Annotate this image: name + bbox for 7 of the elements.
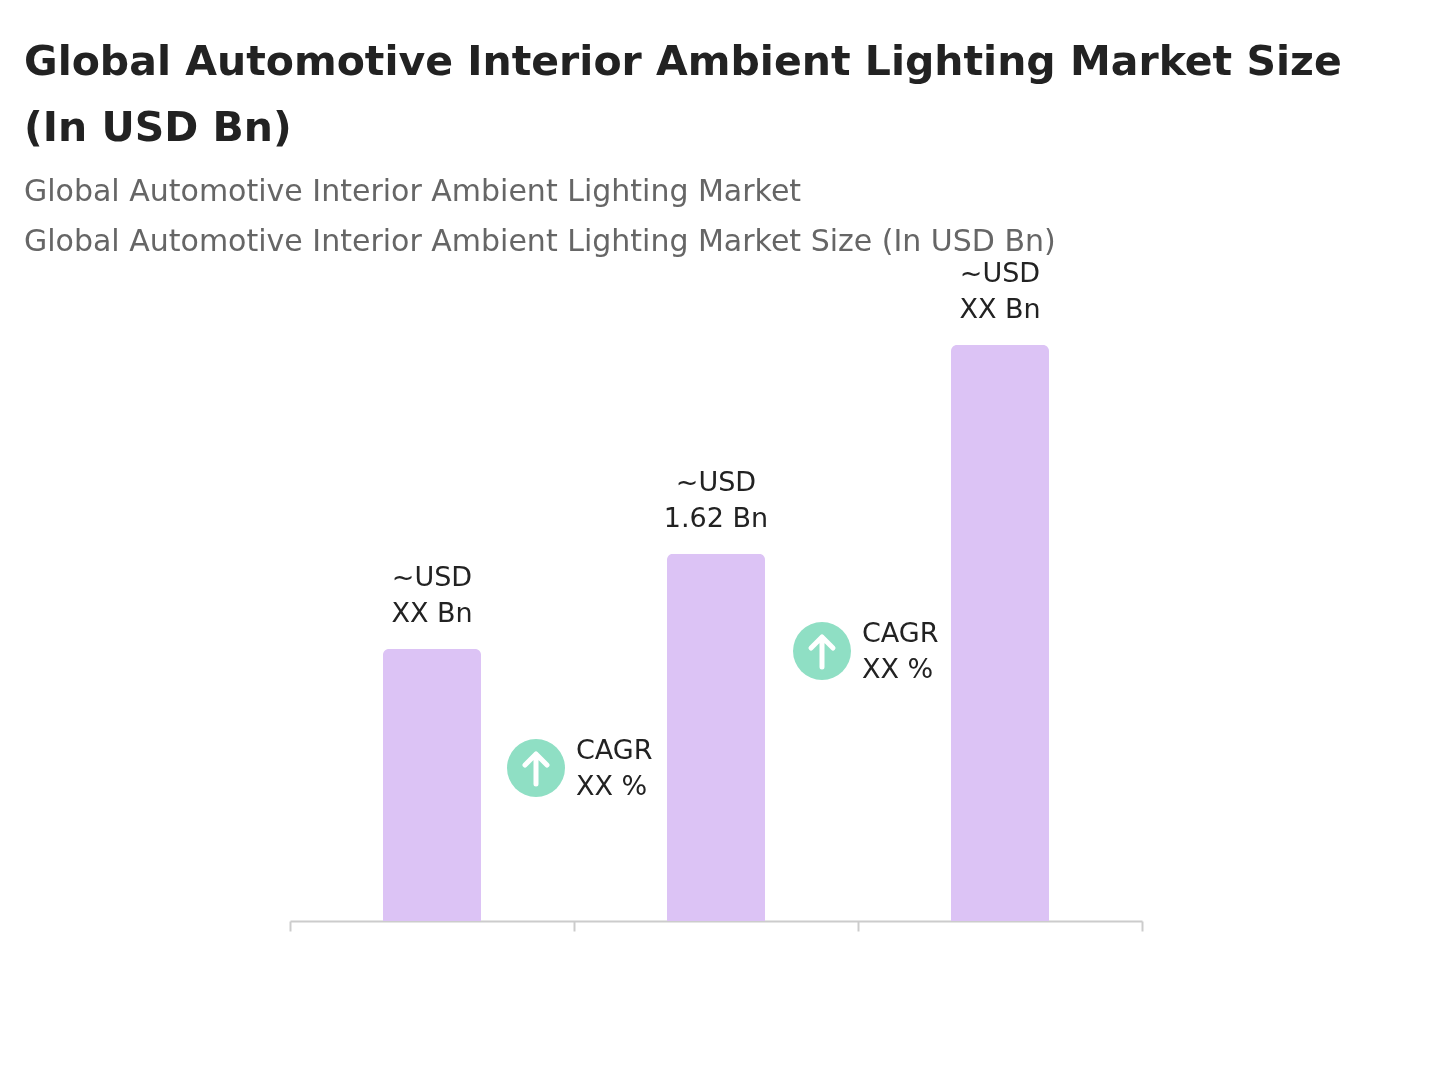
data-label: ~USD XX Bn xyxy=(391,560,473,628)
chart-subtitle: Global Automotive Interior Ambient Lighting Market Global Automotive Interior Ambient Lighting Market Size (In USD Bn) xyxy=(24,172,1056,260)
annotation: CAGR XX % xyxy=(862,616,939,686)
data-label: ~USD XX Bn xyxy=(959,257,1041,325)
annotation: CAGR XX % xyxy=(576,733,653,803)
data-label: ~USD 1.62 Bn xyxy=(663,465,769,533)
chart-title: Global Automotive Interior Ambient Lighting Market Size (In USD Bn) xyxy=(24,36,1343,153)
